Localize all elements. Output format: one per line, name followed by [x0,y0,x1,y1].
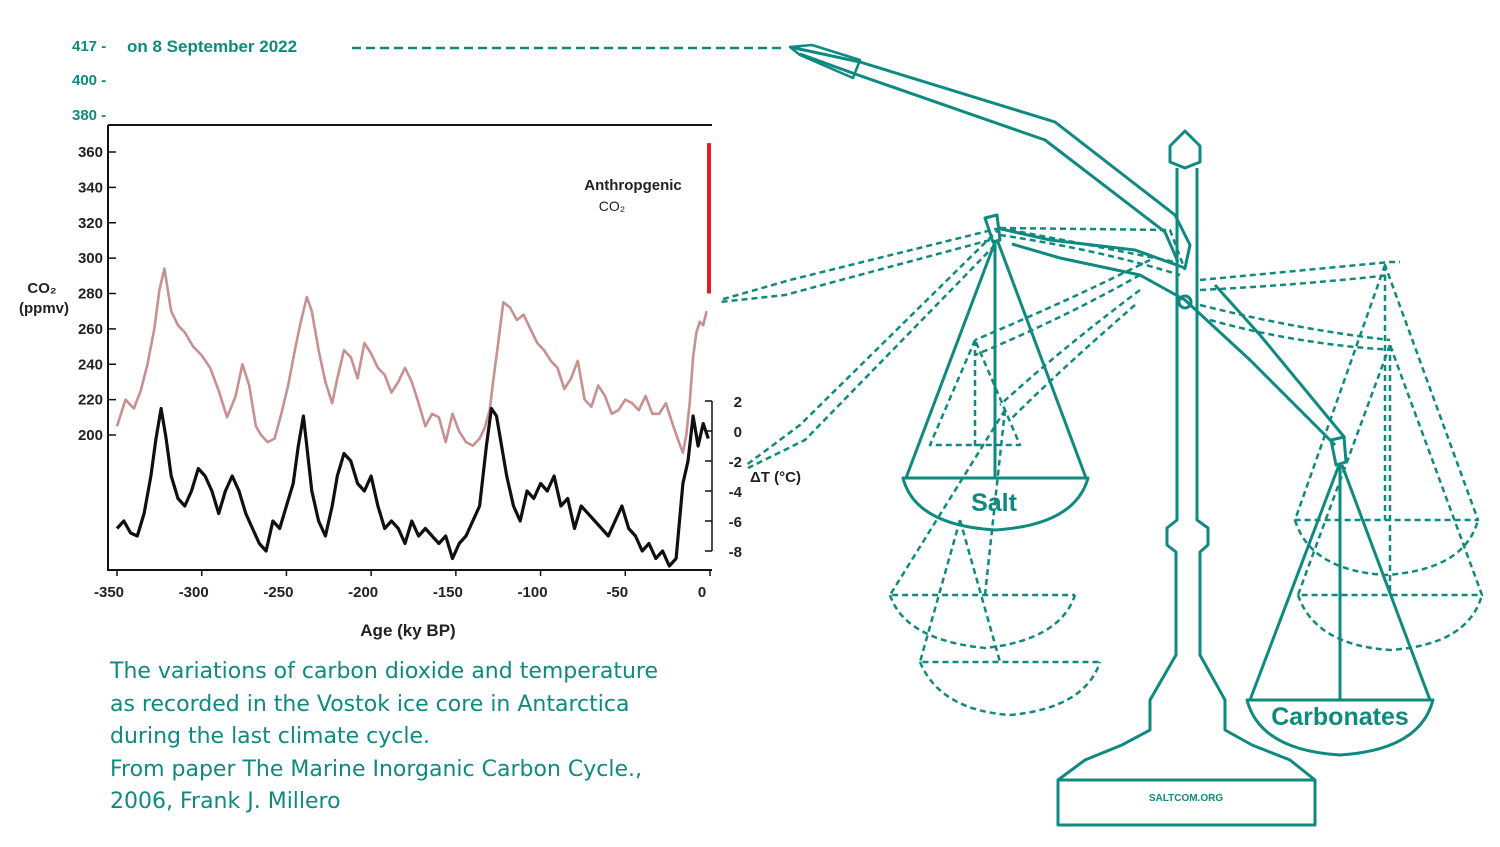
y-left-tick-label: 360 [78,144,103,161]
right-pan [1245,698,1435,757]
y-left-tick-label: 300 [78,250,103,267]
base-text: SALTCOM.ORG [1149,793,1223,804]
beam-pointer-nib [788,43,862,80]
caption-line: 2006, Frank J. Millero [110,789,341,814]
co2-series-line [115,267,708,455]
ghost-positions [719,226,1484,717]
right-pan-label: Carbonates [1271,703,1409,731]
y-right-tick-label: 0 [734,424,742,441]
x-tick-label: -50 [606,584,628,601]
y-left-tick-label: 200 [78,427,103,444]
y-axis-left-label-line2: (ppmv) [19,300,69,317]
caption-line: during the last climate cycle. [110,724,430,749]
y-left-tick-label: 260 [78,321,103,338]
caption-line: The variations of carbon dioxide and tem… [110,659,658,684]
scale-pivot [1177,294,1193,310]
y-axis-left-label-line1: CO₂ [27,280,56,297]
x-tick-label: -300 [179,584,209,601]
anthropogenic-annotation-line1: Anthropgenic [584,177,682,194]
right-pan-string-left [1248,464,1341,701]
pillar-cap [1168,129,1202,170]
extension-tick-400: 400 - [72,72,107,89]
chart-frame [107,125,712,571]
y-axis-right-label: ΔT (°C) [750,469,801,486]
y-right-tick-label: -8 [729,544,742,561]
y-right-tick-label: 2 [734,394,742,411]
x-tick-label: 0 [698,584,706,601]
y-left-tick-label: 280 [78,286,103,303]
y-left-tick-label: 340 [78,179,103,196]
balance-scale-illustration [352,43,1484,827]
caption-line: as recorded in the Vostok ice core in An… [110,691,630,717]
right-pan-string-right [1340,464,1432,701]
x-tick-label: -100 [518,584,548,601]
x-tick-label: -350 [94,584,124,601]
scale-pillar [1056,168,1317,827]
caption-line: From paper The Marine Inorganic Carbon C… [110,756,642,782]
x-tick-label: -150 [433,584,463,601]
left-pan-hanger [983,213,1002,244]
left-pan-string-left [904,241,997,479]
vostok-chart: 200 220 240 260 280 300 320 340 360 2 0 -2 -4 -6 -8 -… [19,124,801,640]
y-right-tick-label: -4 [729,484,743,501]
x-tick-label: -200 [348,584,378,601]
x-tick-label: -250 [263,584,293,601]
figure-caption: The variations of carbon dioxide and tem… [110,656,750,819]
left-pan-string-right [996,241,1088,479]
y-left-tick-label: 240 [78,356,103,373]
left-pan-label: Salt [971,489,1018,517]
y-left-tick-label: 320 [78,215,103,232]
temperature-series-line [115,406,710,568]
extension-tick-417: 417 - [72,38,107,55]
current-date-label: on 8 September 2022 [127,37,298,56]
y-left-tick-label: 220 [78,392,103,409]
y-right-tick-label: -2 [729,454,742,471]
y-right-tick-label: -6 [729,514,742,531]
x-axis-label: Age (ky BP) [360,621,455,640]
anthropogenic-annotation-line2: CO₂ [599,198,625,214]
scale-beam [789,45,1347,447]
extension-tick-380: 380 - [72,107,107,124]
